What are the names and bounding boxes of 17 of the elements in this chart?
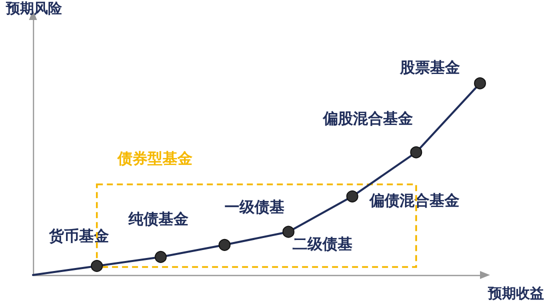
annotation: 偏债混合基金 [368,191,460,210]
point [474,77,486,90]
annotation: 债券型基金 [116,149,192,168]
point [410,146,422,158]
annotation: 一级债基 [224,198,285,216]
x-axis-title: 预期收益 [487,286,544,302]
y-axis-title: 预期风险 [5,1,63,17]
point [154,250,167,263]
text: 股票基金 [399,58,460,76]
annotation: 货币基金 [48,226,109,245]
point [282,226,294,238]
annotation: 偏股混合基金 [322,109,414,128]
point [218,238,231,251]
point [90,260,103,272]
point [346,190,358,202]
annotation: 二级债基 [292,234,352,253]
annotation: 纯债基金 [128,210,189,228]
